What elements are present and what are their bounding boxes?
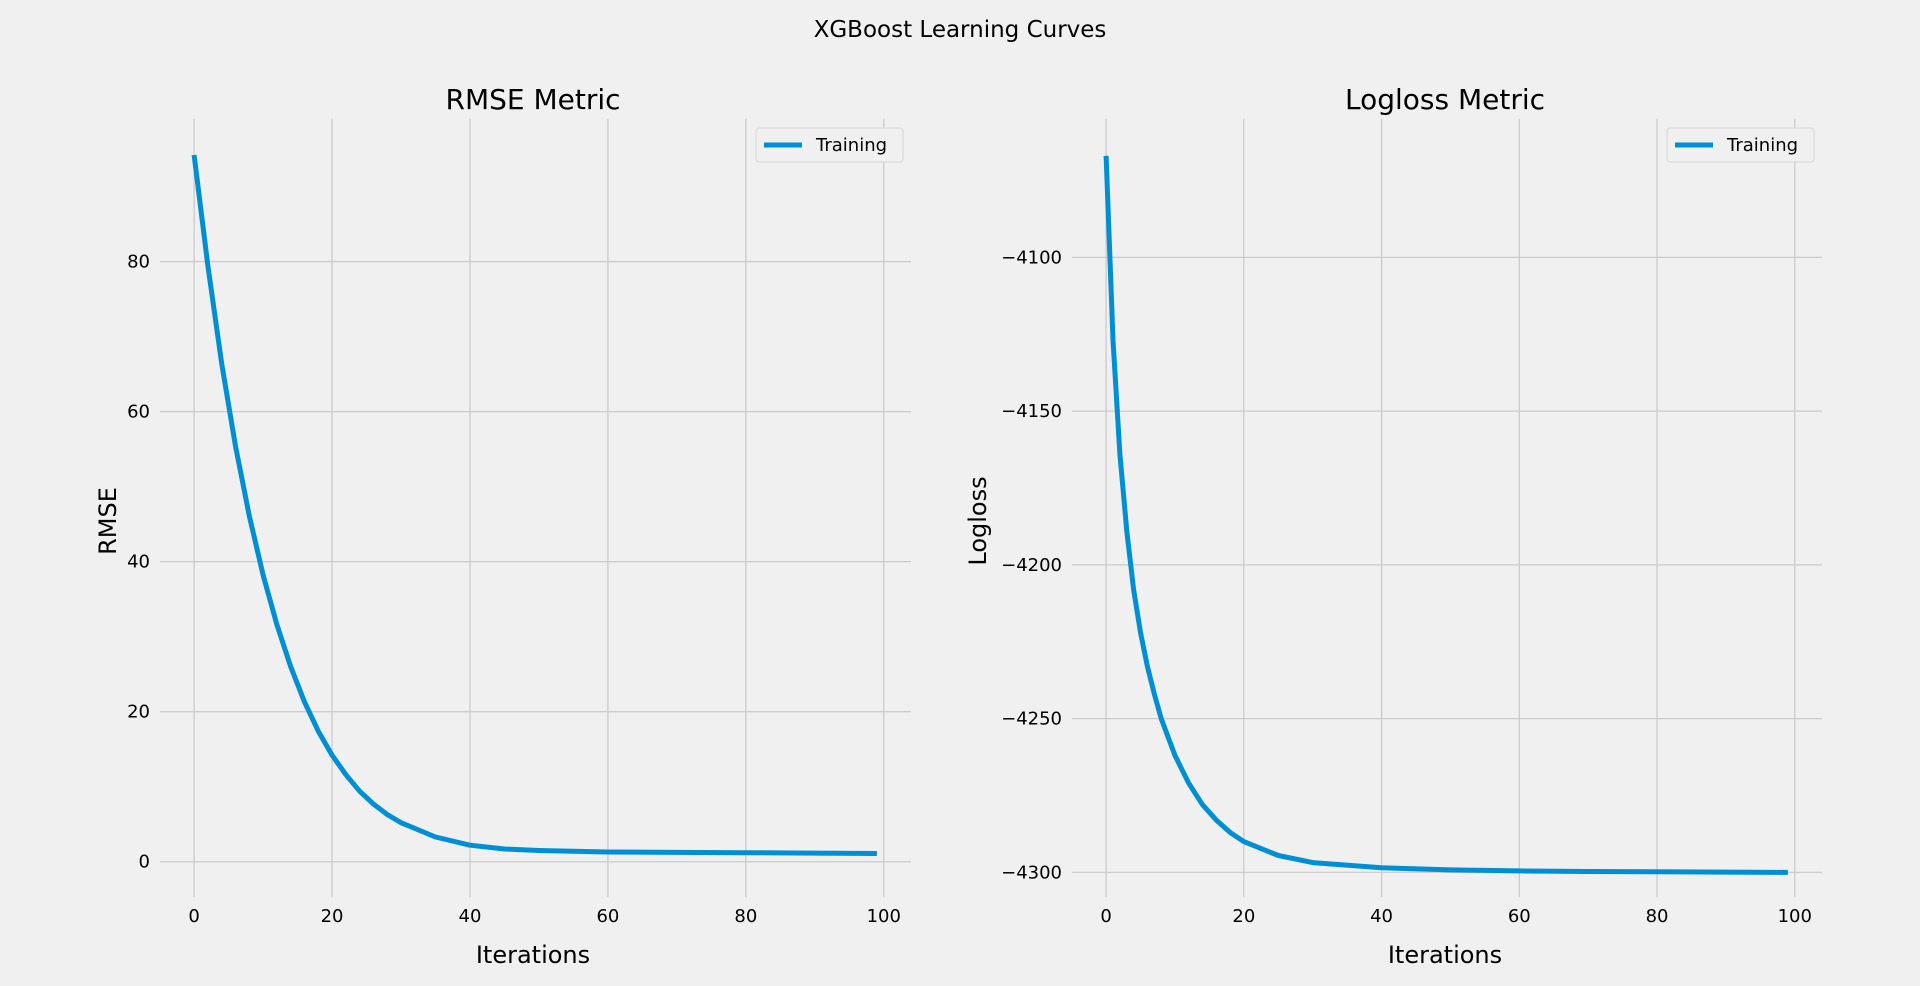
rmse-panel: 0 20 40 60 80 100 0 20 40 60 80 RMSE Metric Iterat… [94,83,911,969]
logloss-legend-frame [1666,127,1815,163]
rmse-x-axis-label: Iterations [476,941,590,969]
figure-title: XGBoost Learning Curves [814,17,1107,43]
rmse-x-tick-label: 60 [596,906,619,927]
rmse-legend-label: Training [815,135,887,156]
logloss-ticks: 0 20 40 60 80 100 −4100 −4150 −4200 −4250 −4300 [1001,247,1812,927]
logloss-x-axis-label: Iterations [1388,941,1502,969]
logloss-grid [1072,119,1822,897]
logloss-y-tick-label: −4300 [1001,862,1062,883]
rmse-legend: Training [755,127,904,163]
logloss-y-tick-label: −4100 [1001,247,1062,268]
rmse-panel-title: RMSE Metric [445,83,620,116]
rmse-y-tick-label: 20 [127,702,150,723]
rmse-x-tick-label: 0 [188,906,199,927]
logloss-y-tick-label: −4200 [1001,555,1062,576]
logloss-x-tick-label: 100 [1778,906,1812,927]
rmse-x-tick-label: 40 [459,906,482,927]
logloss-panel-title: Logloss Metric [1345,83,1545,116]
logloss-x-tick-label: 20 [1232,906,1255,927]
logloss-x-tick-label: 60 [1508,906,1531,927]
rmse-y-tick-label: 0 [139,852,150,873]
logloss-marks [1103,155,1788,875]
logloss-x-tick-label: 0 [1100,906,1111,927]
logloss-panel: 0 20 40 60 80 100 −4100 −4150 −4200 −4250 −4300 Lo… [964,83,1822,969]
rmse-y-tick-label: 40 [127,552,150,573]
rmse-grid [160,119,911,897]
rmse-legend-frame [755,127,904,163]
logloss-x-tick-label: 40 [1370,906,1393,927]
rmse-series-line-training [191,154,877,856]
logloss-legend: Training [1666,127,1815,163]
logloss-series-line-training [1103,155,1788,875]
rmse-y-axis-label: RMSE [94,487,122,555]
rmse-x-tick-label: 80 [734,906,757,927]
rmse-ticks: 0 20 40 60 80 100 0 20 40 60 80 [127,252,901,927]
rmse-marks [191,154,877,856]
rmse-x-tick-label: 20 [321,906,344,927]
logloss-y-tick-label: −4150 [1001,401,1062,422]
logloss-legend-label: Training [1726,135,1798,156]
logloss-y-tick-label: −4250 [1001,709,1062,730]
rmse-x-tick-label: 100 [867,906,901,927]
rmse-y-tick-label: 60 [127,402,150,423]
rmse-y-tick-label: 80 [127,252,150,273]
logloss-x-tick-label: 80 [1646,906,1669,927]
logloss-y-axis-label: Logloss [964,476,992,565]
